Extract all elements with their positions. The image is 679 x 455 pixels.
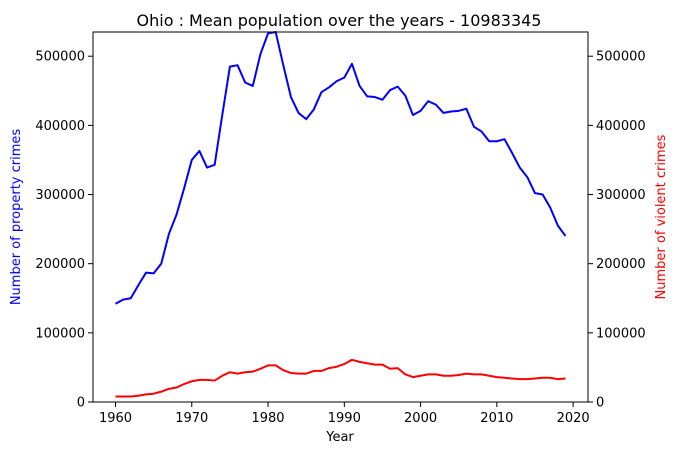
violent-crimes-series-line (115, 358, 566, 398)
x-tick-label: 2000 (404, 411, 437, 426)
chart-title: Ohio : Mean population over the years - … (137, 11, 542, 30)
y-axis-left: 0 100000 200000 300000 400000 500000 (35, 50, 93, 411)
x-tick-label: 1970 (175, 411, 208, 426)
y-left-tick-label: 0 (77, 396, 85, 411)
x-tick-label: 1990 (328, 411, 361, 426)
plot-frame (92, 31, 589, 403)
y-right-tick-label: 500000 (596, 50, 646, 65)
x-tick-label: 2020 (557, 411, 590, 426)
y-right-tick-label: 100000 (596, 326, 646, 341)
y-axis-right: 0 100000 200000 300000 400000 500000 (588, 50, 646, 411)
y-right-tick-label: 300000 (596, 188, 646, 203)
property-crimes-series-line (115, 31, 567, 305)
y-right-tick-label: 200000 (596, 257, 646, 272)
y-right-tick-label: 0 (596, 396, 604, 411)
y-right-tick-label: 400000 (596, 119, 646, 134)
y-left-tick-label: 100000 (35, 326, 85, 341)
y-left-tick-label: 200000 (35, 257, 85, 272)
x-axis-label: Year (325, 430, 354, 445)
x-tick-label: 2010 (480, 411, 513, 426)
y-axis-right-label: Number of violent crimes (654, 134, 669, 299)
y-left-tick-label: 300000 (35, 188, 85, 203)
plot-area (115, 31, 567, 398)
x-axis: 1960 1970 1980 1990 2000 2010 2020 (99, 402, 590, 426)
y-left-tick-label: 500000 (35, 50, 85, 65)
y-left-tick-label: 400000 (35, 119, 85, 134)
x-tick-label: 1960 (99, 411, 132, 426)
x-tick-label: 1980 (251, 411, 284, 426)
y-axis-left-label: Number of property crimes (9, 129, 24, 306)
